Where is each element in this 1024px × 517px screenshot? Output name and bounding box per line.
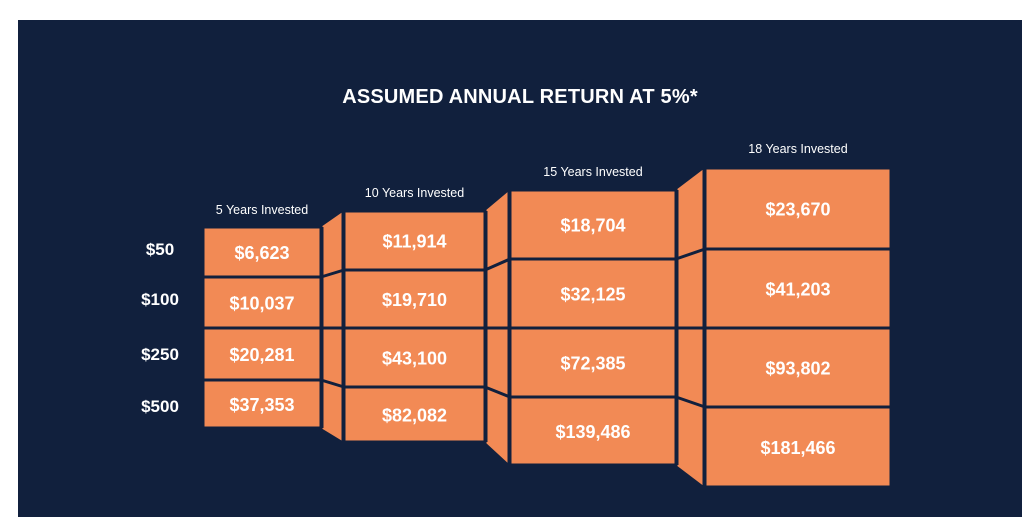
table-cell (342, 385, 487, 444)
cell-value: $23,670 (765, 200, 830, 220)
cell-value: $19,710 (382, 290, 447, 310)
cell-value: $41,203 (765, 280, 830, 300)
col-label-18-years: 18 Years Invested (748, 142, 848, 156)
cell-value: $93,802 (765, 359, 830, 379)
col-label-5-years: 5 Years Invested (215, 203, 309, 217)
table-cell (508, 257, 678, 330)
table-cell (201, 378, 323, 430)
connector-divider (320, 378, 345, 389)
table-cell (508, 395, 678, 467)
cell-value: $181,466 (760, 438, 835, 458)
connector-divider (675, 395, 706, 409)
cell-value: $72,385 (560, 354, 625, 374)
table-cell (508, 326, 678, 399)
table-cell (201, 326, 323, 382)
cell-value: $82,082 (382, 406, 447, 426)
table-cell (201, 225, 323, 279)
row-label-50: $50 (145, 240, 175, 259)
col-label-10-years: 10 Years Invested (364, 186, 465, 200)
cell-value: $11,914 (382, 232, 446, 252)
table-cell (703, 405, 893, 489)
chart-title: ASSUMED ANNUAL RETURN AT 5%* (342, 86, 698, 108)
row-label-250: $250 (141, 345, 179, 364)
row-label-500: $500 (141, 397, 179, 416)
connector-divider (484, 385, 511, 399)
row-label-100: $100 (141, 290, 179, 309)
cell-value: $32,125 (560, 285, 625, 305)
cell-value: $37,353 (229, 395, 294, 415)
table-cell (703, 247, 893, 330)
connector-divider (484, 257, 511, 272)
connector-divider (675, 247, 706, 261)
cell-value: $43,100 (382, 349, 447, 369)
cell-value: $139,486 (555, 422, 630, 442)
table-cell (703, 166, 893, 251)
col-label-15-years: 15 Years Invested (543, 165, 643, 179)
cell-value: $18,704 (560, 216, 625, 236)
cell-value: $20,281 (229, 345, 294, 365)
cell-value: $10,037 (229, 294, 294, 314)
cell-value: $6,623 (234, 243, 289, 263)
connector-divider (320, 268, 345, 279)
